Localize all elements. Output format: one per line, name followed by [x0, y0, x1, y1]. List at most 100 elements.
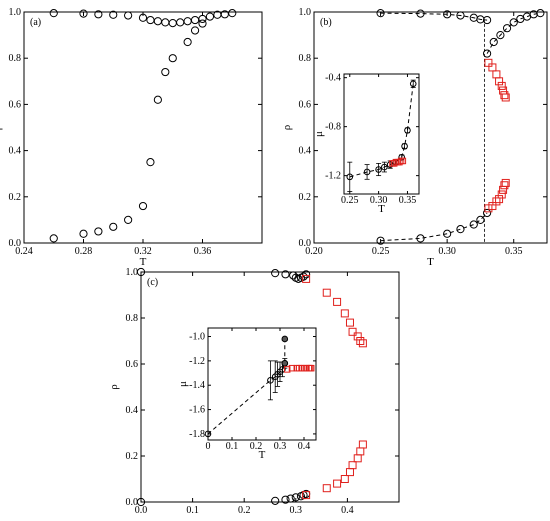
panel-2-inset-frame	[207, 327, 317, 441]
panel-0-point-circle	[183, 37, 192, 47]
panel-1-point-square	[501, 178, 510, 187]
panel-0-point-circle	[109, 10, 118, 19]
panel-1-inset-ylabel: μ	[313, 131, 325, 137]
panel-1-point-circle	[502, 24, 512, 33]
panel-2-point-circle	[286, 494, 295, 503]
panel-0-point-circle	[183, 17, 192, 26]
panel-0-point-circle	[94, 10, 103, 19]
panel-0-ytick-label: 0.8	[9, 53, 22, 64]
panel-0-point-circle	[146, 15, 155, 25]
panel-0-xtick-label: 0.28	[75, 246, 93, 257]
panel-0-point-circle	[124, 11, 133, 20]
panel-0-point-circle	[124, 215, 133, 224]
panel-1-point-circle	[443, 229, 452, 238]
panel-2-point-square	[333, 297, 342, 306]
panel-0-point-circle	[109, 222, 118, 231]
panel-2-xtick-label: 0.2	[238, 505, 251, 516]
panel-1-point-square	[500, 91, 509, 100]
panel-0-point-circle	[168, 18, 177, 28]
panel-2-point-square	[322, 484, 331, 493]
panel-0-ylabel: ρ	[0, 124, 3, 130]
panel-1-point-circle	[456, 11, 465, 20]
panel-1-xtick-label: 0.30	[438, 246, 456, 257]
panel-1-inset-ytick-label: -0.4	[325, 73, 341, 84]
panel-1-point-circle	[489, 37, 498, 47]
panel-2-point-circle	[302, 270, 311, 279]
panel-1-point-circle	[376, 9, 385, 18]
panel-1-ytick-label: 0.0	[299, 238, 312, 249]
panel-1-inset-point-circle	[375, 166, 382, 173]
panel-2-ytick-label: 0.6	[126, 359, 139, 370]
panel-0-point-circle	[198, 14, 207, 24]
panel-0-point-circle	[205, 12, 215, 21]
panel-1-point-circle	[482, 49, 492, 58]
panel-1-inset-point-circle	[381, 163, 388, 171]
panel-0-xtick-label: 0.32	[134, 246, 152, 257]
panel-2-point-square	[353, 454, 362, 463]
panel-0-point-circle	[198, 19, 207, 28]
panel-2-point-circle	[136, 267, 146, 277]
panel-2-label: (c)	[147, 277, 158, 288]
panel-0-point-circle	[161, 67, 170, 77]
panel-0: 0.24 0.28 0.32 0.36 0.0 0.2 0.4 0.6 0.8 1.0 Tρ (a)	[0, 7, 263, 268]
panel-2-point-square	[358, 339, 367, 348]
panel-2-ytick-label: 0.4	[126, 405, 139, 416]
panel-1-inset-point-circle	[401, 142, 408, 150]
panel-0-point-circle	[138, 201, 148, 211]
panel-2-inset-xtick-label: 0	[206, 441, 211, 452]
panel-2: 0.0 0.1 0.2 0.3 0.4 0.0 0.2 0.4 0.6 0.8 1.0 ρ (c) 0 0.…	[108, 267, 400, 516]
panel-1-point-square	[495, 77, 504, 86]
panel-2-point-square	[345, 318, 354, 327]
panel-2-ytick-label: 1.0	[126, 267, 139, 278]
panel-2-point-circle	[271, 269, 280, 278]
panel-0-label: (a)	[30, 17, 41, 28]
panel-2-point-square	[358, 440, 367, 449]
panel-1-point-square	[495, 195, 504, 204]
panel-1-ytick-label: 1.0	[299, 7, 312, 18]
panel-1-point-circle	[476, 215, 485, 224]
panel-2-point-square	[345, 468, 354, 477]
panel-1-ytick-label: 0.8	[299, 53, 312, 64]
panel-2-xtick-label: 0.0	[135, 505, 148, 516]
panel-1-ylabel: ρ	[281, 124, 293, 130]
panel-0-xlabel: T	[140, 256, 147, 268]
panel-1-inset: 0.25 0.30 0.35 -1.2 -0.8 -0.4 Tμ	[313, 73, 420, 215]
panel-2-xtick-label: 0.1	[186, 505, 199, 516]
panel-2-point-square	[302, 274, 311, 283]
panel-0-xtick-label: 0.36	[194, 246, 212, 257]
panel-2-ylabel: ρ	[108, 384, 120, 390]
panel-2-frame	[140, 271, 400, 503]
panel-2-point-circle	[281, 270, 290, 279]
panel-1-point-circle	[496, 30, 505, 40]
panel-2-point-circle	[136, 497, 146, 507]
panel-1-xlabel: T	[427, 256, 434, 268]
panel-1-point-circle	[482, 208, 492, 218]
panel-1-point-square	[492, 70, 501, 79]
panel-0-point-circle	[49, 234, 58, 243]
panel-1-point-square	[492, 197, 501, 206]
panel-2-ytick-label: 0.0	[126, 497, 139, 508]
panel-1-point-circle	[516, 14, 525, 24]
panel-1-point-circle	[416, 234, 425, 243]
panel-0-frame	[23, 11, 263, 244]
panel-0-point-circle	[161, 18, 170, 27]
panel-2-ytick-label: 0.2	[126, 451, 139, 462]
panel-1-series-line	[486, 12, 541, 54]
panel-1-xtick-label: 0.20	[305, 246, 323, 257]
panel-2-inset-ylabel: μ	[177, 381, 189, 387]
panel-0-point-circle	[138, 13, 148, 22]
panel-2-inset: 0 0.1 0.2 0.3 0.4 -1.8 -1.6 -1.4 -1.2 -1.0 Tμ	[177, 327, 317, 461]
panel-1-ytick-label: 0.4	[299, 146, 312, 157]
panel-2-inset-ytick-label: -1.2	[189, 356, 205, 367]
panel-1-point-circle	[536, 9, 545, 18]
panel-2-inset-ytick-label: -1.4	[189, 380, 205, 391]
panel-1-point-circle	[443, 10, 452, 19]
panel-1-inset-ytick-label: -1.2	[325, 171, 341, 182]
panel-2-point-circle	[271, 496, 280, 505]
panel-2-ytick-label: 0.8	[126, 313, 139, 324]
panel-0-point-circle	[153, 17, 162, 26]
panel-1-point-square	[497, 81, 506, 90]
panel-1-inset-xtick-label: 0.30	[370, 195, 388, 206]
panel-1-inset-point-circle	[409, 80, 417, 88]
panel-1-point-square	[497, 190, 506, 199]
